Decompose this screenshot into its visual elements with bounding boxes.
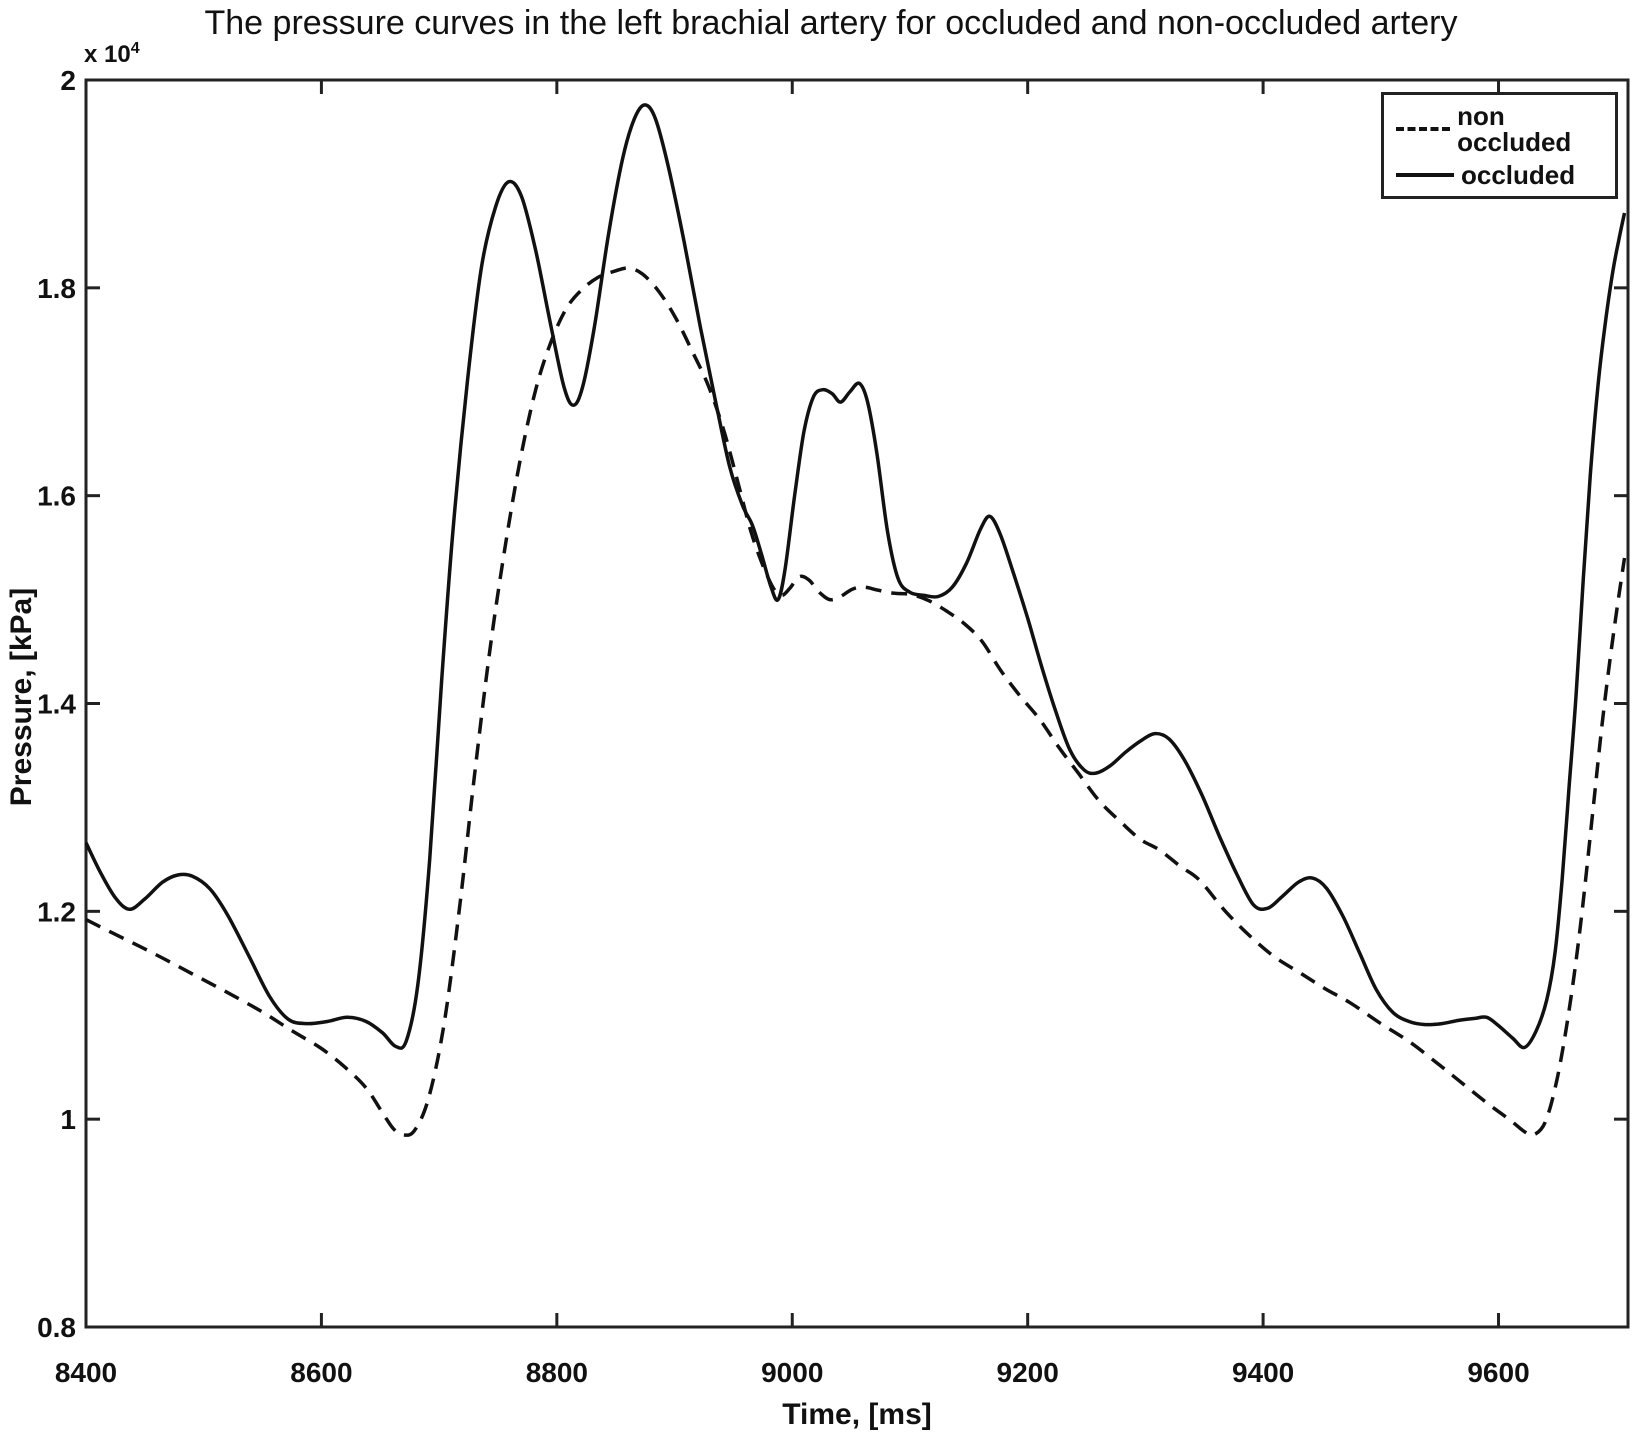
x-tick-label: 8400 (55, 1357, 117, 1388)
y-axis-exponent-power: 4 (130, 40, 140, 57)
y-tick-label: 1.6 (37, 481, 76, 512)
y-tick-label: 1.2 (37, 896, 76, 927)
y-tick-label: 1.8 (37, 273, 76, 304)
y-tick-label: 1 (60, 1104, 76, 1135)
y-axis-exponent-base: x 10 (84, 41, 131, 68)
y-tick-label: 1.4 (37, 689, 76, 720)
x-tick-label: 8800 (526, 1357, 588, 1388)
x-tick-label: 8600 (290, 1357, 352, 1388)
x-tick-label: 9200 (997, 1357, 1059, 1388)
legend-label-occluded: occluded (1461, 160, 1576, 191)
legend: non occluded occluded (1381, 92, 1618, 199)
x-tick-label: 9400 (1232, 1357, 1294, 1388)
series-path-non-occluded (85, 266, 1627, 1138)
y-axis-exponent-label: x 104 (84, 40, 140, 69)
x-tick-label: 9000 (761, 1357, 823, 1388)
legend-entry-occluded: occluded (1396, 162, 1615, 188)
x-tick-label: 9600 (1467, 1357, 1529, 1388)
x-axis-label: Time, [ms] (782, 1398, 932, 1431)
plot-frame (84, 78, 1630, 1329)
y-tick-label: 2 (60, 65, 76, 96)
dashed-line-sample-icon (1396, 126, 1451, 131)
y-tick-label: 0.8 (37, 1312, 76, 1343)
legend-entry-non-occluded: non occluded (1396, 103, 1615, 155)
series-path-occluded (84, 103, 1627, 1050)
solid-line-sample-icon (1396, 173, 1454, 178)
chart-title: The pressure curves in the left brachial… (204, 4, 1458, 42)
legend-label-non-occluded: non occluded (1457, 100, 1572, 157)
